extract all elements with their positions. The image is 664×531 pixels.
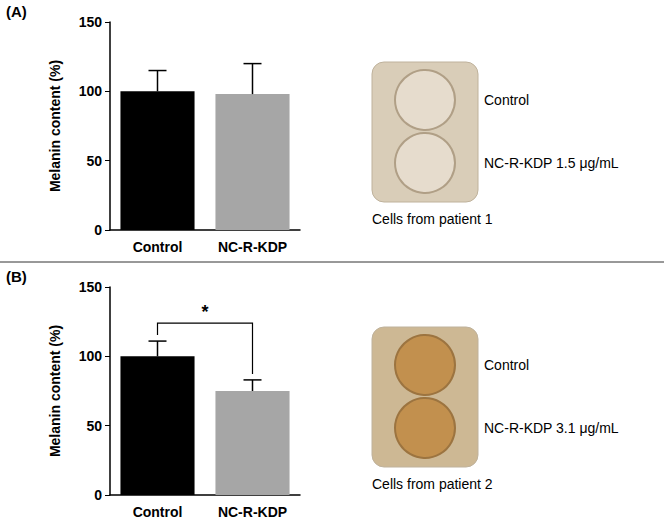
- svg-text:Cells from patient 1: Cells from patient 1: [372, 211, 493, 227]
- svg-text:Control: Control: [133, 239, 183, 255]
- svg-text:Melanin content (%): Melanin content (%): [47, 325, 63, 457]
- svg-text:NC-R-KDP 1.5 μg/mL: NC-R-KDP 1.5 μg/mL: [484, 155, 619, 171]
- svg-text:100: 100: [79, 83, 103, 99]
- svg-text:50: 50: [86, 153, 102, 169]
- svg-text:Control: Control: [133, 504, 183, 520]
- svg-text:NC-R-KDP: NC-R-KDP: [218, 239, 287, 255]
- svg-text:Control: Control: [484, 92, 529, 108]
- svg-text:150: 150: [79, 14, 103, 30]
- svg-text:Melanin content (%): Melanin content (%): [47, 60, 63, 192]
- svg-text:0: 0: [94, 487, 102, 503]
- svg-text:150: 150: [79, 279, 103, 295]
- svg-text:Control: Control: [484, 357, 529, 373]
- svg-text:50: 50: [86, 418, 102, 434]
- svg-text:(A): (A): [6, 3, 27, 20]
- svg-text:100: 100: [79, 348, 103, 364]
- svg-text:*: *: [201, 302, 208, 322]
- svg-text:NC-R-KDP: NC-R-KDP: [218, 504, 287, 520]
- svg-text:(B): (B): [6, 268, 27, 285]
- svg-text:0: 0: [94, 222, 102, 238]
- svg-text:Cells from patient 2: Cells from patient 2: [372, 476, 493, 492]
- svg-text:NC-R-KDP 3.1 μg/mL: NC-R-KDP 3.1 μg/mL: [484, 420, 619, 436]
